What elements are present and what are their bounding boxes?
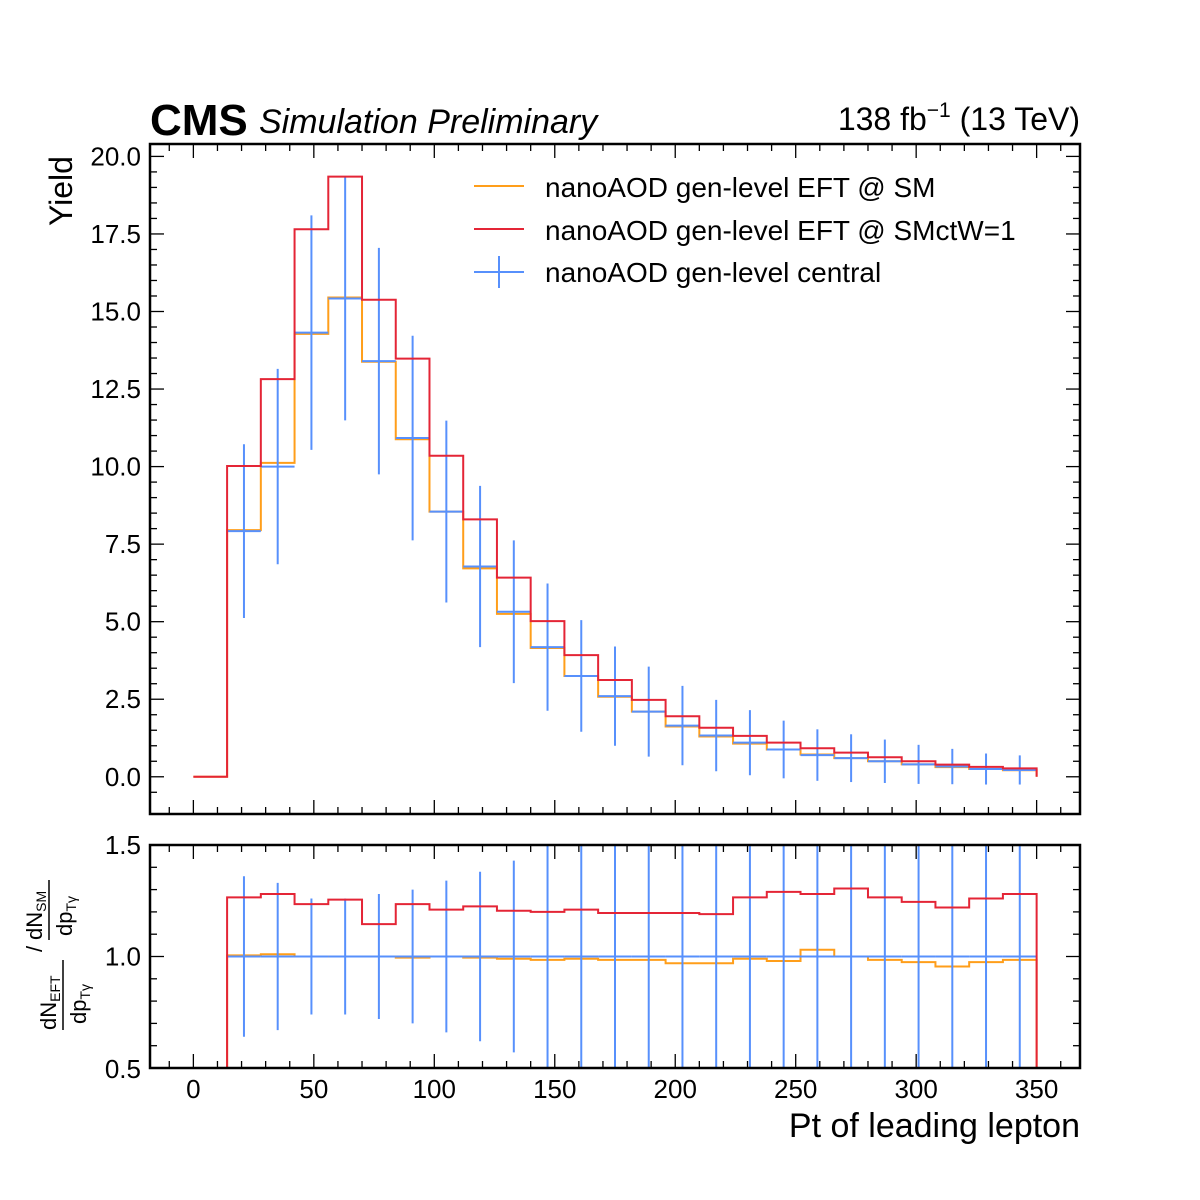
x-tick-label: 100: [413, 1074, 456, 1104]
x-tick-label: 250: [774, 1074, 817, 1104]
x-tick-label: 200: [654, 1074, 697, 1104]
cms-label: CMS: [150, 96, 248, 145]
main-y-tick-label: 7.5: [105, 529, 141, 559]
lumi-exponent: −1: [927, 99, 951, 122]
ratio-label-slash: /: [22, 945, 47, 952]
x-tick-label: 50: [299, 1074, 328, 1104]
eft-ctw-step-line: [226, 887, 1038, 1068]
legend-label-eft-sm: nanoAOD gen-level EFT @ SM: [545, 172, 936, 203]
energy-label: (13 TeV): [951, 101, 1080, 137]
main-axes: 0.0 2.5 5.0 7.5 10.0 12.5 15.0 17.5 20.0: [90, 141, 1080, 814]
legend: nanoAOD gen-level EFT @ SM nanoAOD gen-l…: [474, 172, 1016, 288]
main-y-tick-label: 2.5: [105, 684, 141, 714]
ratio-label-numerator: dNEFT: [36, 975, 63, 1030]
x-tick-label: 0: [186, 1074, 200, 1104]
main-y-tick-label: 0.0: [105, 762, 141, 792]
ratio-label-denominator-2: dpTγ: [52, 896, 79, 936]
ratio-frame: [148, 843, 1082, 1070]
y-axis-label-bottom: dNEFT dpTγ / dNSM dpTγ: [22, 880, 93, 1030]
ratio-axes: 0 50 100 150 200 250 300 350 0.5 1.0 1.5: [105, 830, 1080, 1104]
main-series: [193, 175, 1038, 785]
ratio-label-denominator: dpTγ: [66, 984, 93, 1024]
ratio-y-tick-label: 1.0: [105, 942, 141, 972]
x-axis-label: Pt of leading lepton: [789, 1107, 1080, 1145]
main-y-tick-label: 5.0: [105, 607, 141, 637]
lumi-label: 138 fb−1 (13 TeV): [838, 99, 1080, 137]
y-axis-label-top: Yield: [43, 156, 79, 226]
main-panel: 0.0 2.5 5.0 7.5 10.0 12.5 15.0 17.5 20.0: [90, 141, 1082, 816]
main-y-tick-label: 17.5: [90, 219, 141, 249]
main-y-tick-label: 15.0: [90, 297, 141, 327]
main-y-tick-label: 12.5: [90, 374, 141, 404]
legend-label-central: nanoAOD gen-level central: [545, 257, 881, 288]
eft-ctw-step-line: [193, 175, 1038, 778]
main-y-tick-label: 10.0: [90, 452, 141, 482]
eft-sm-step-line: [226, 948, 1038, 1068]
x-tick-label: 150: [533, 1074, 576, 1104]
ratio-label-numerator-2: dNSM: [22, 891, 49, 940]
ratio-series: [226, 845, 1038, 1068]
lumi-value: 138 fb: [838, 101, 927, 137]
x-tick-label: 350: [1015, 1074, 1058, 1104]
ratio-y-tick-label: 0.5: [105, 1054, 141, 1084]
status-label: Simulation Preliminary: [259, 103, 599, 141]
legend-label-eft-ctw: nanoAOD gen-level EFT @ SMctW=1: [545, 215, 1016, 246]
ratio-panel: 0 50 100 150 200 250 300 350 0.5 1.0 1.5: [105, 830, 1082, 1104]
main-y-tick-label: 20.0: [90, 141, 141, 171]
main-frame: [148, 142, 1082, 816]
ratio-y-tick-label: 1.5: [105, 830, 141, 860]
x-tick-label: 300: [894, 1074, 937, 1104]
